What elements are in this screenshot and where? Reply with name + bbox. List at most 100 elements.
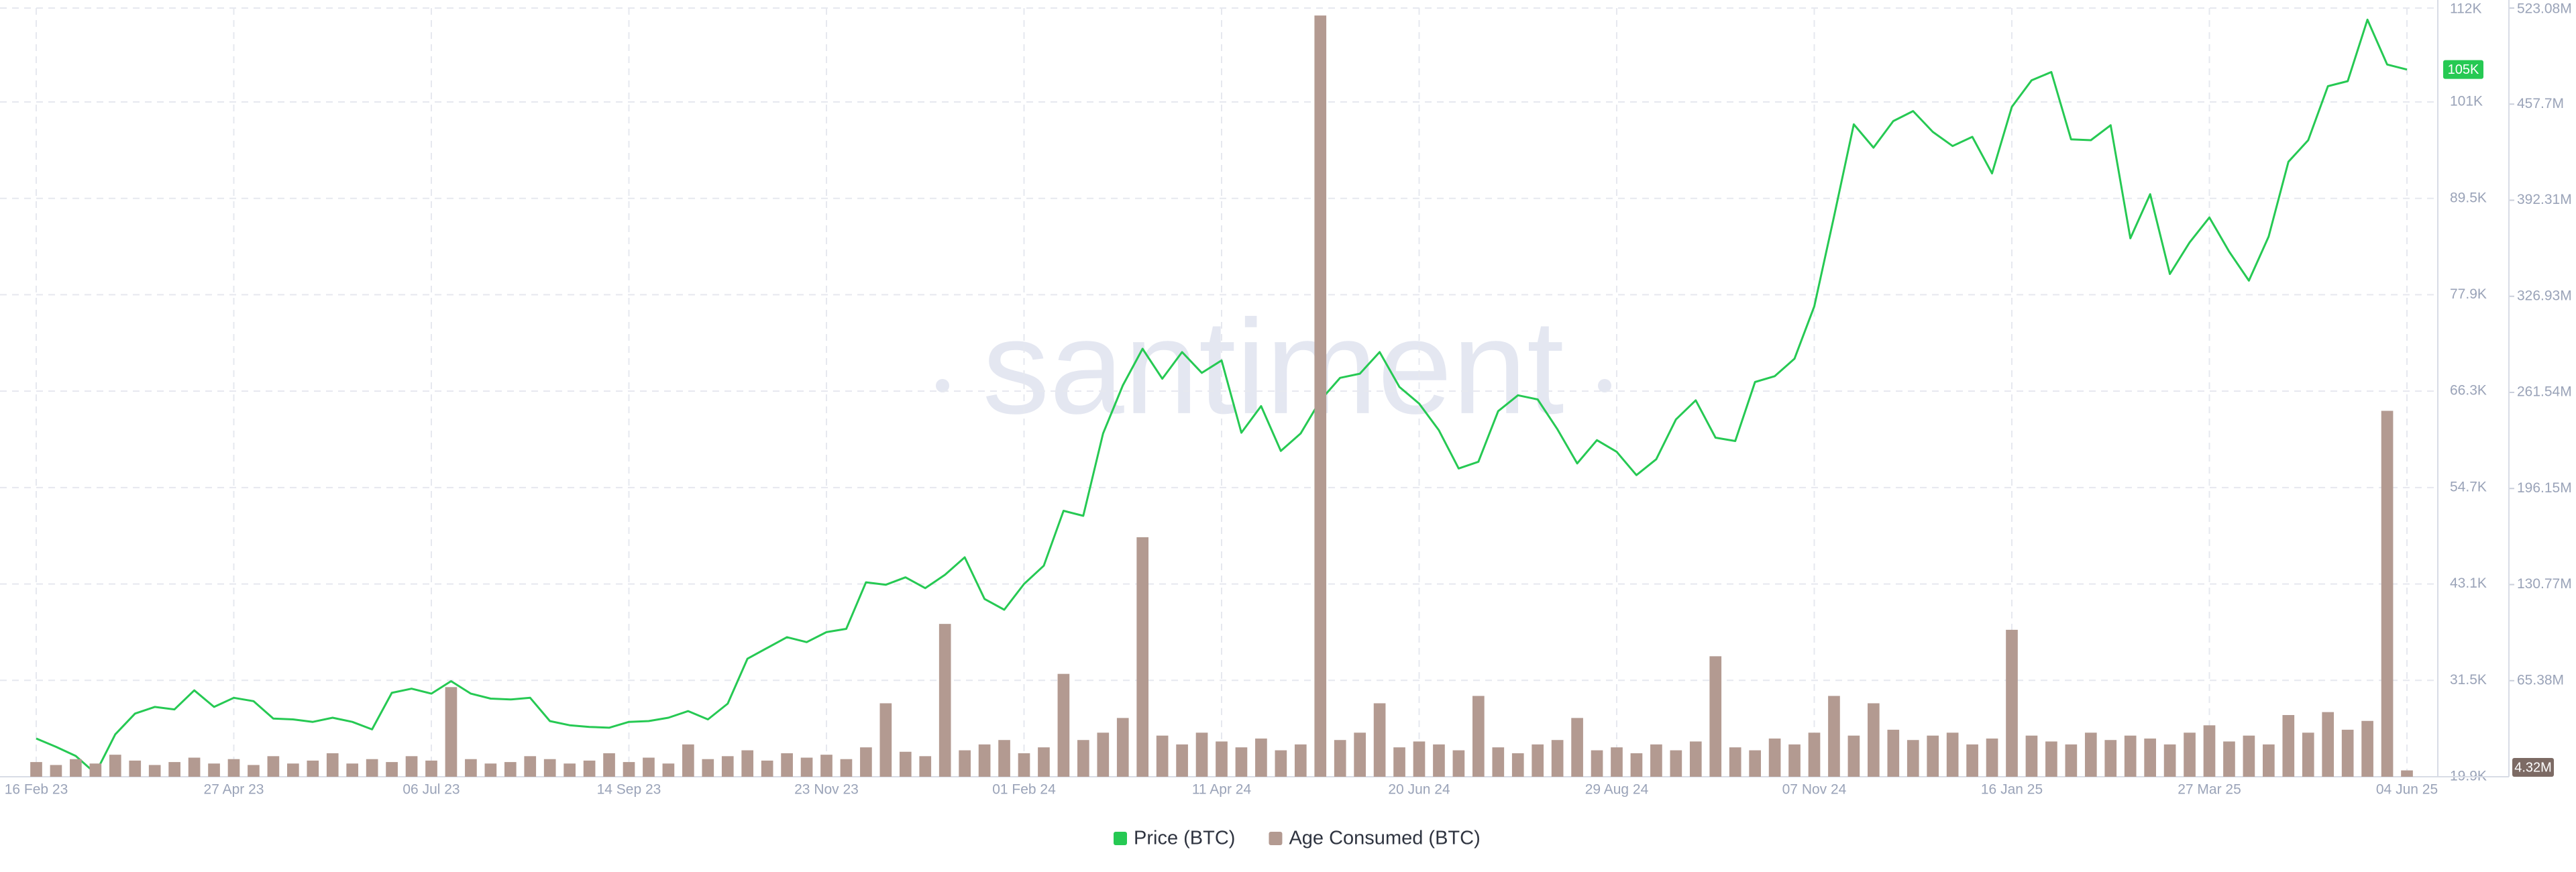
bar xyxy=(1216,741,1228,777)
bar xyxy=(504,762,517,777)
x-tick-label: 27 Apr 23 xyxy=(204,782,264,798)
y-tick-label: 89.5K xyxy=(2450,190,2487,205)
bar xyxy=(741,750,754,777)
bar xyxy=(1433,744,1445,777)
bar xyxy=(425,760,437,777)
y2-tick-label: 326.93M xyxy=(2517,288,2572,303)
bar xyxy=(2361,720,2373,777)
x-tick-label: 11 Apr 24 xyxy=(1192,782,1252,798)
bar xyxy=(2341,729,2354,777)
bar xyxy=(30,762,42,777)
badge-box xyxy=(2443,60,2483,79)
bar xyxy=(1156,735,1169,777)
bar xyxy=(1670,750,1682,777)
bar xyxy=(1255,739,1267,777)
y-tick-label: 101K xyxy=(2450,94,2483,109)
x-tick-label: 23 Nov 23 xyxy=(794,782,859,798)
bar xyxy=(2223,741,2235,777)
bar xyxy=(1709,656,1722,777)
bar xyxy=(1946,732,1959,777)
bar xyxy=(346,763,359,777)
bar xyxy=(2381,411,2394,777)
x-tick-label: 07 Nov 24 xyxy=(1782,782,1847,798)
bar xyxy=(287,763,299,777)
bar xyxy=(1887,729,1900,777)
bar xyxy=(50,765,62,777)
bar xyxy=(1591,750,1603,777)
bar xyxy=(1354,732,1366,777)
bar xyxy=(2144,739,2156,777)
y2-tick-label: 457.7M xyxy=(2517,96,2564,111)
legend-label: Age Consumed (BTC) xyxy=(1289,828,1480,849)
bar xyxy=(1057,673,1070,777)
last-value-badge: 4.32M xyxy=(2512,758,2554,777)
bar xyxy=(2203,725,2216,777)
y2-tick-label: 65.38M xyxy=(2517,672,2564,688)
bar xyxy=(1847,735,1860,777)
x-tick-label: 16 Feb 23 xyxy=(5,782,68,798)
bar xyxy=(1472,696,1485,777)
bar xyxy=(1452,750,1465,777)
bar xyxy=(445,687,458,777)
badge-box xyxy=(2512,758,2554,777)
bar xyxy=(1768,739,1781,777)
bar xyxy=(267,756,280,777)
legend-swatch xyxy=(1114,832,1127,845)
bar xyxy=(603,753,615,777)
bar xyxy=(643,757,655,777)
bar xyxy=(583,760,596,777)
bar xyxy=(1294,744,1307,777)
y-tick-label: 66.3K xyxy=(2450,383,2487,398)
x-tick-label: 20 Jun 24 xyxy=(1388,782,1450,798)
bar xyxy=(2065,744,2078,777)
bar xyxy=(1492,747,1505,777)
bar xyxy=(623,762,635,777)
bar xyxy=(840,759,853,777)
price-line xyxy=(36,18,2408,775)
bar xyxy=(761,760,773,777)
legend-label: Price (BTC) xyxy=(1134,828,1235,849)
bar xyxy=(938,624,951,777)
x-tick-label: 14 Sep 23 xyxy=(597,782,661,798)
bar xyxy=(721,756,734,777)
bar xyxy=(978,744,991,777)
bar xyxy=(2263,744,2275,777)
bar xyxy=(1907,740,1919,777)
bar xyxy=(1650,744,1662,777)
bar xyxy=(109,755,121,777)
bar xyxy=(1749,750,1761,777)
bar xyxy=(2124,735,2137,777)
bar xyxy=(781,753,793,777)
x-tick-label: 29 Aug 24 xyxy=(1585,782,1649,798)
bar xyxy=(919,756,932,777)
bar xyxy=(1927,735,1939,777)
bar xyxy=(682,744,694,777)
bar xyxy=(307,760,319,777)
bar xyxy=(208,763,220,777)
x-tick-label: 01 Feb 24 xyxy=(992,782,1056,798)
y-tick-label: 77.9K xyxy=(2450,286,2487,302)
bar xyxy=(2322,712,2334,777)
bar xyxy=(70,759,82,777)
bar xyxy=(2084,732,2097,777)
bar xyxy=(188,757,201,777)
y-tick-label: 43.1K xyxy=(2450,576,2487,591)
bar xyxy=(2243,735,2255,777)
bar xyxy=(1689,741,1702,777)
x-tick-label: 16 Jan 25 xyxy=(1981,782,2043,798)
y2-tick-label: 392.31M xyxy=(2517,192,2572,207)
bar xyxy=(702,759,714,777)
bar xyxy=(1808,732,1821,777)
bar xyxy=(1038,747,1050,777)
bar xyxy=(1018,753,1030,777)
y-tick-label: 112K xyxy=(2450,1,2482,17)
bar xyxy=(1334,740,1346,777)
bar xyxy=(1986,739,1998,777)
bar xyxy=(89,763,102,777)
bar xyxy=(1788,744,1801,777)
bar xyxy=(543,759,556,777)
bar xyxy=(1729,747,1741,777)
x-tick-label: 06 Jul 23 xyxy=(402,782,460,798)
bar xyxy=(800,757,813,777)
